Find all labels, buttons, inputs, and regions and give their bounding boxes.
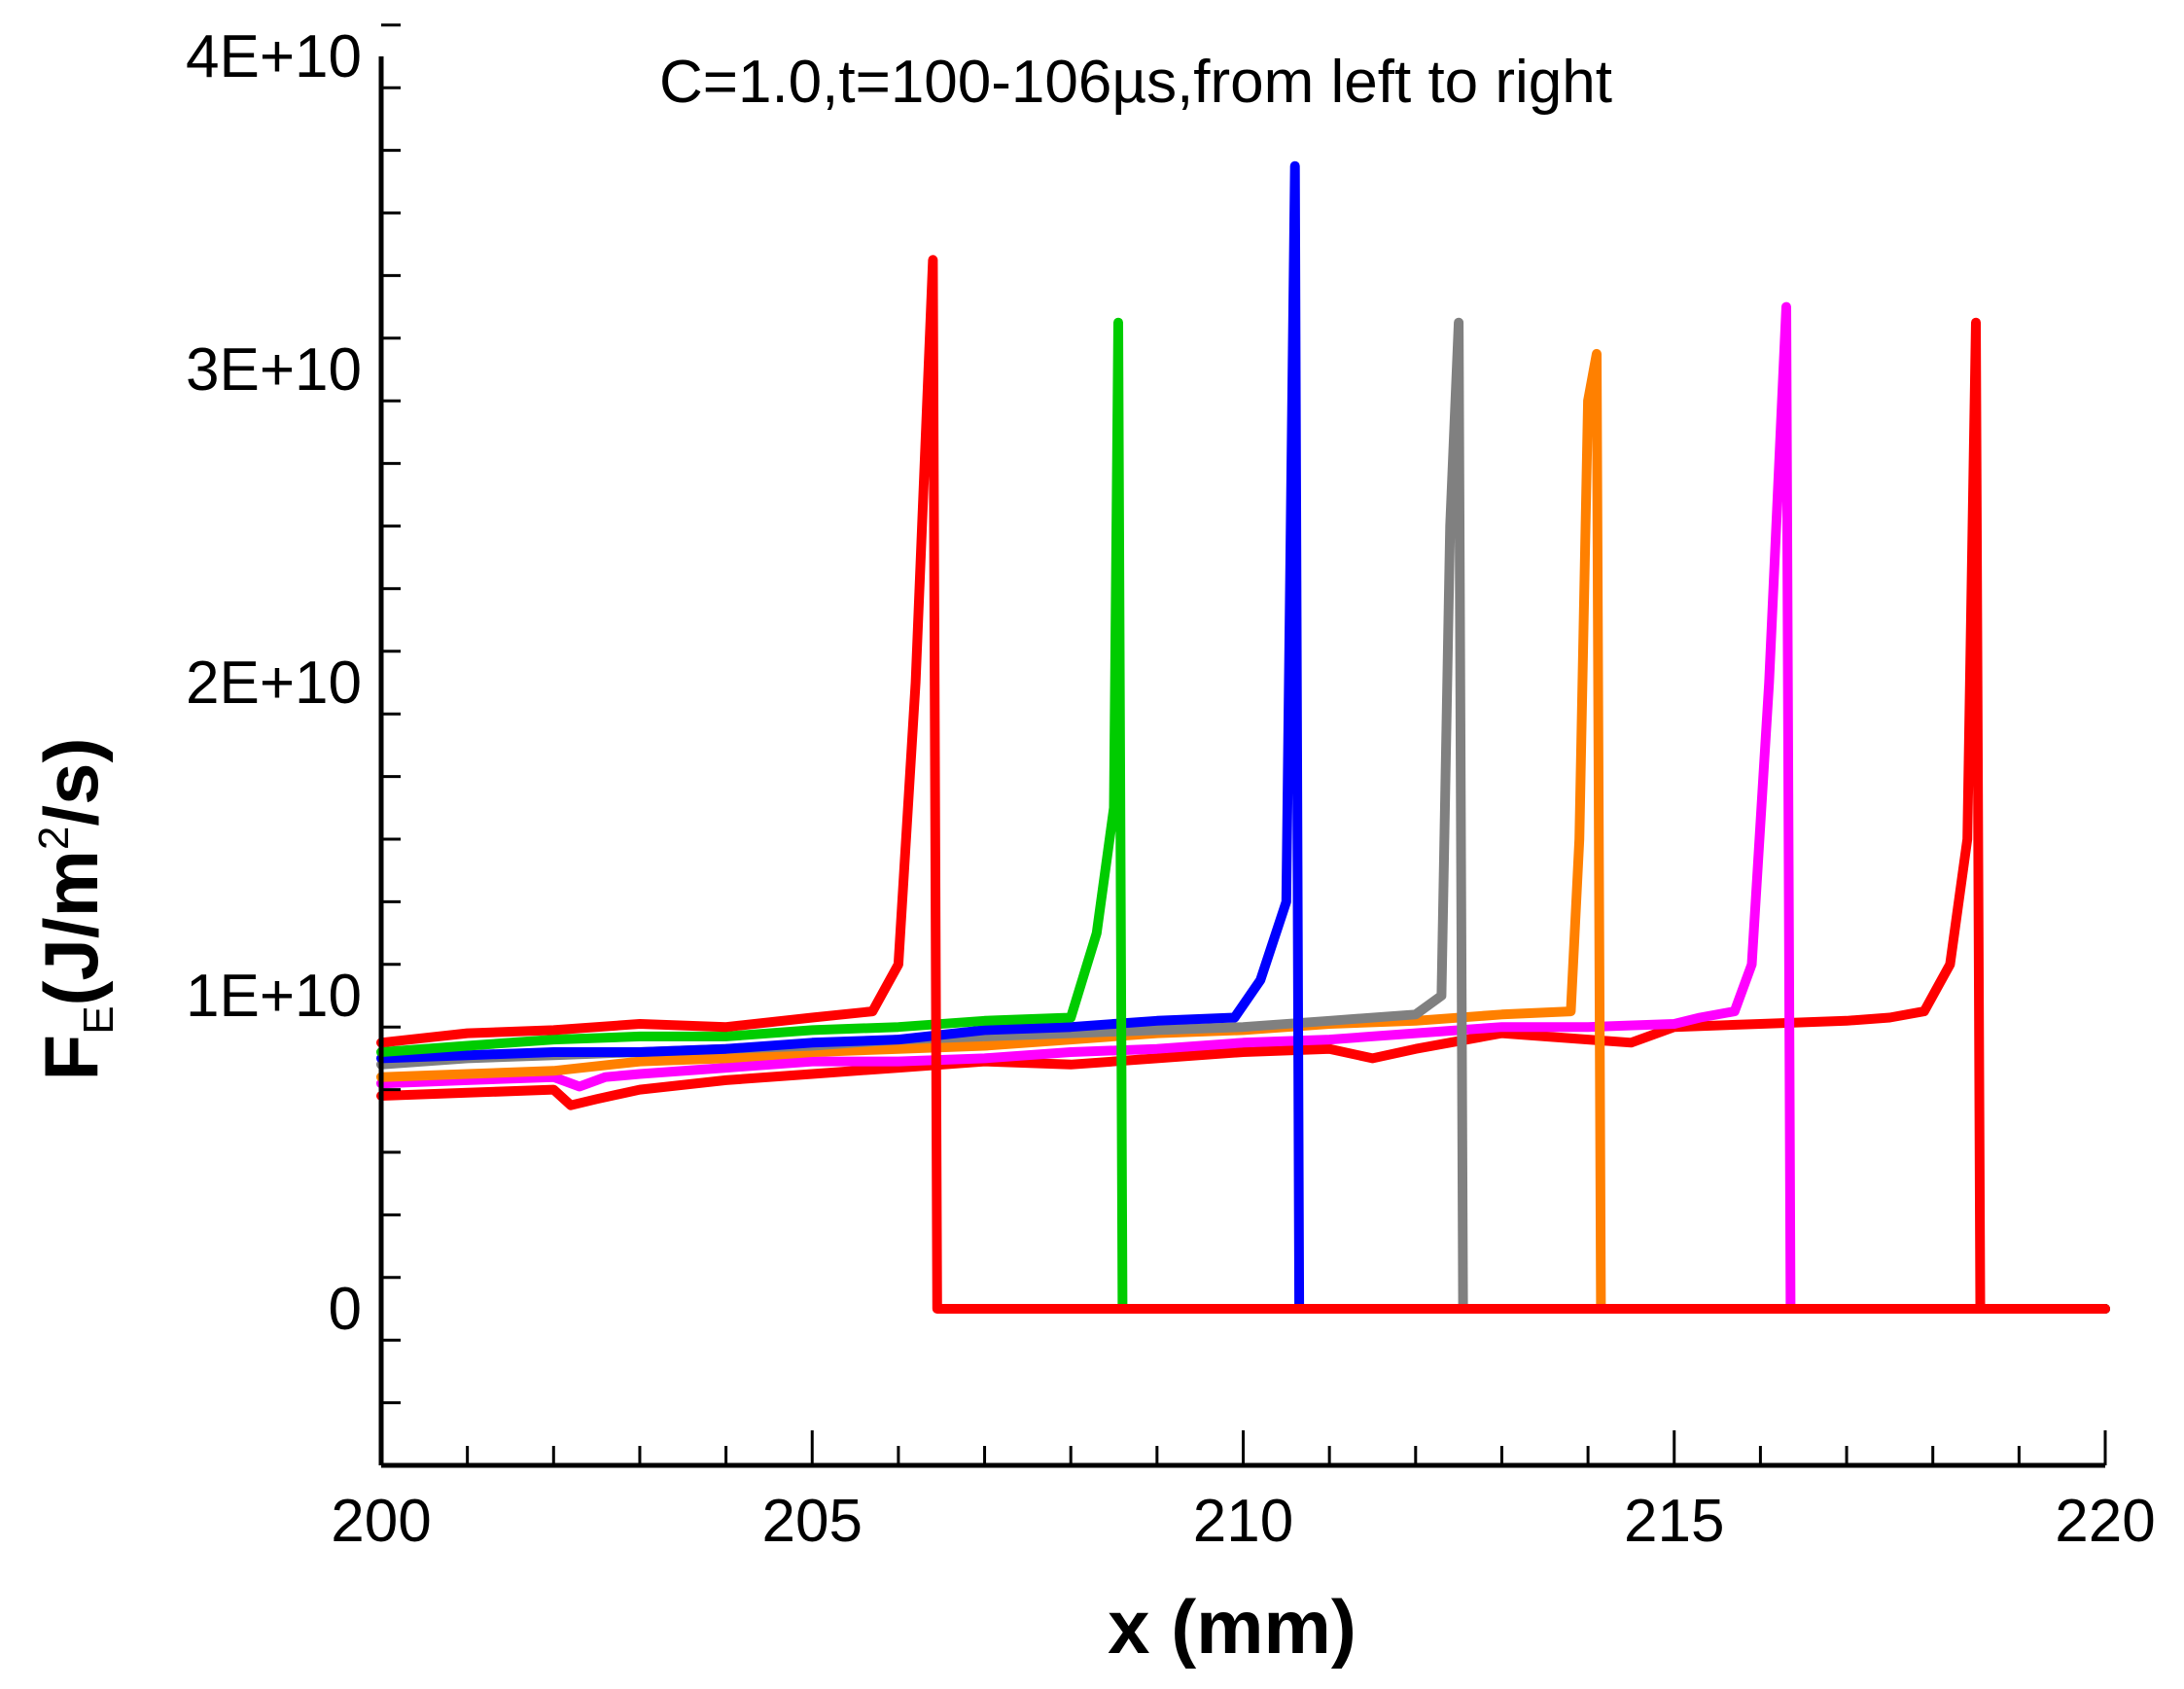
y-tick-label: 1E+10	[186, 963, 362, 1030]
y-axis-title-sub: E	[75, 1005, 123, 1034]
x-tick-label: 200	[331, 1488, 431, 1555]
y-tick-label: 4E+10	[186, 23, 362, 90]
y-tick-label: 3E+10	[186, 336, 362, 404]
x-tick-label: 205	[762, 1488, 863, 1555]
y-tick-label: 0	[329, 1276, 362, 1343]
series-line-1	[376, 317, 2110, 1314]
y-axis-title-unit-close: /s)	[28, 738, 114, 827]
axes-layer	[378, 23, 2107, 1468]
y-tick-label: 2E+10	[186, 650, 362, 717]
y-axis-title: FE(J/m2/s)	[28, 738, 123, 1081]
x-tick-label: 220	[2055, 1488, 2155, 1555]
y-axis-title-unit-open: (J/m	[28, 850, 114, 1005]
y-axis-title-sup: 2	[30, 827, 78, 850]
series-line-6	[376, 317, 2110, 1314]
series-line-4	[376, 317, 2110, 1314]
x-axis-title: x (mm)	[1108, 1584, 1356, 1670]
series-line-2	[376, 301, 2110, 1314]
series-line-5	[376, 160, 2110, 1314]
chart-title: C=1.0,t=100-106µs,from left to right	[659, 49, 1612, 116]
y-axis-title-main: F	[28, 1035, 114, 1081]
series-line-3	[376, 348, 2110, 1314]
tick-label-layer: 200 205 210 215 220 0 1E+10 2E+10 3E+10 4E+10	[186, 23, 2156, 1555]
series-layer	[376, 160, 2110, 1314]
x-tick-label: 215	[1624, 1488, 1724, 1555]
series-line-7	[376, 255, 2110, 1314]
x-tick-label: 210	[1193, 1488, 1293, 1555]
